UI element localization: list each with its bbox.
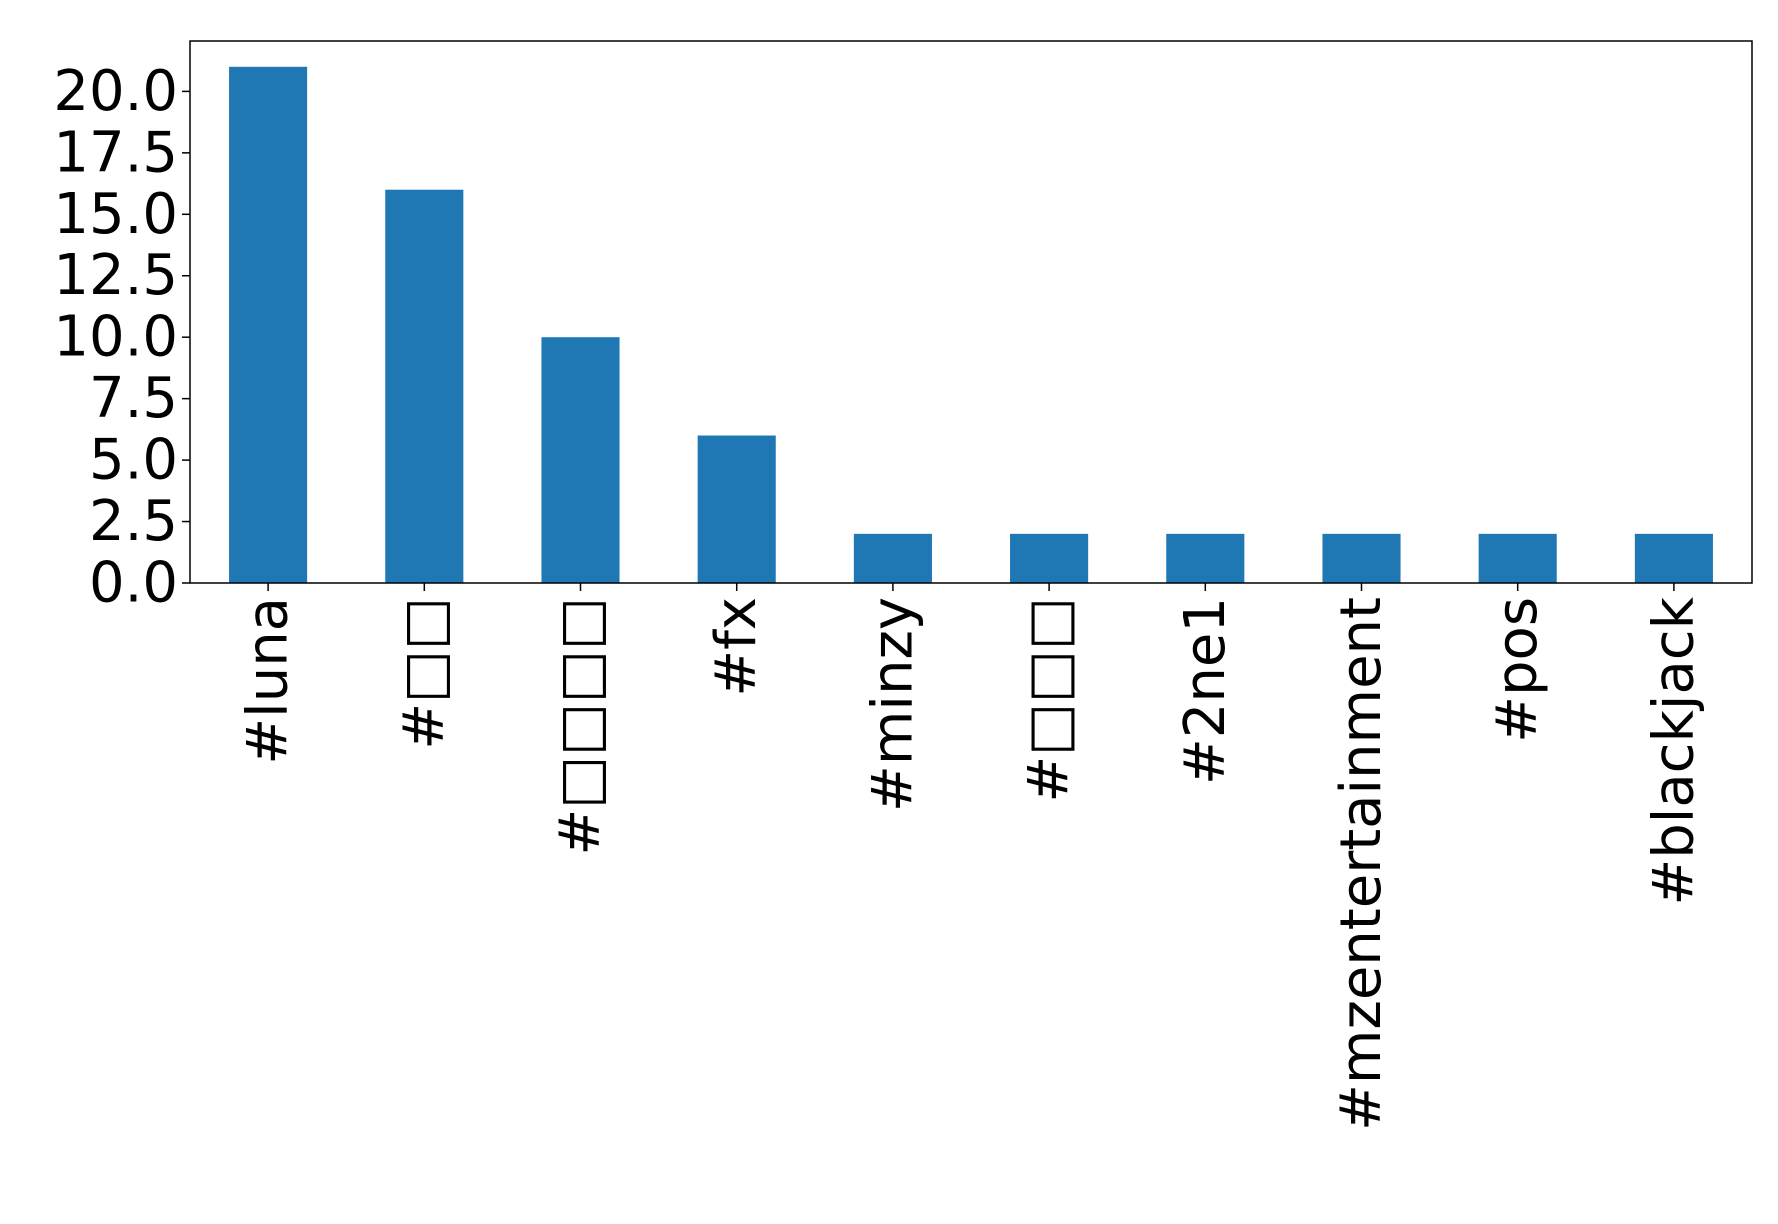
y-tick-label-7: 17.5 [53,120,178,185]
y-tick-label-5: 12.5 [53,243,178,308]
y-tick-label-3: 7.5 [89,366,178,431]
bar-1 [385,189,464,583]
bar-9 [1634,533,1713,583]
y-axis-ticks: 0.02.55.07.510.012.515.017.520.0 [53,59,190,616]
x-tick-label-8: #pos [1485,597,1550,743]
bar-5 [1010,533,1089,583]
x-tick-label-9: #blackjack [1641,596,1706,905]
bar-4 [853,533,932,583]
y-tick-label-0: 0.0 [89,551,178,616]
bars-layer [229,66,1713,584]
x-tick-label-1: #□□ [392,597,457,750]
plot-frame [189,40,1753,584]
bar-0 [229,66,308,584]
bar-7 [1322,533,1401,583]
x-tick-label-6: #2ne1 [1173,597,1238,785]
bar-8 [1478,533,1557,583]
x-axis-ticks: #luna #□□ #□□□□ #fx #minzy #□□□ #2ne1 #mzentert… [236,583,1706,1131]
x-tick-label-4: #minzy [860,597,925,812]
x-tick-label-7: #mzentertainment [1329,597,1394,1131]
x-tick-label-3: #fx [704,597,769,697]
y-tick-label-2: 5.0 [89,428,178,493]
y-tick-label-8: 20.0 [53,59,178,124]
y-tick-label-1: 2.5 [89,489,178,554]
x-tick-label-5: #□□□ [1017,597,1082,803]
x-tick-label-2: #□□□□ [548,597,613,856]
bar-2 [541,337,620,583]
x-tick-label-0: #luna [236,597,301,765]
bar-6 [1166,533,1245,583]
bar-3 [697,435,776,583]
y-tick-label-6: 15.0 [53,182,178,247]
y-tick-label-4: 10.0 [53,305,178,370]
